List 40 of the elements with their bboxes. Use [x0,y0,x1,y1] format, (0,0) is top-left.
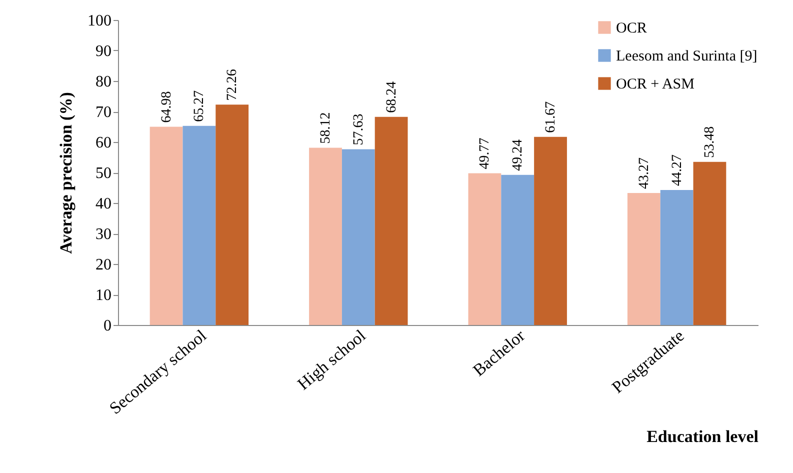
data-label: 64.98 [159,91,174,123]
legend-label: OCR + ASM [616,76,694,92]
y-axis-title: Average precision (%) [56,92,76,254]
y-tick-label: 80 [96,74,112,90]
y-tick-label: 40 [96,196,112,212]
legend-label: Leesom and Surinta [9] [616,48,758,64]
bar [342,149,375,325]
bar [693,162,726,325]
x-axis-title: Education level [646,427,759,446]
data-label: 44.27 [670,154,685,186]
bar [374,116,408,325]
y-tick-label: 10 [96,287,112,304]
y-tick-label: 0 [104,318,112,334]
data-label: 49.77 [478,138,493,170]
data-label: 72.26 [225,69,240,101]
data-label: 43.27 [636,158,652,190]
bar [309,148,342,325]
y-tick-label: 50 [96,165,112,182]
bar [216,104,249,325]
bar [150,126,183,325]
y-tick-label: 30 [96,226,112,243]
y-tick-label: 100 [88,12,112,30]
bar [501,174,534,325]
bar [660,190,694,325]
y-tick-label: 90 [96,43,112,60]
y-tick-label: 60 [96,134,112,152]
legend-label: OCR [616,20,647,36]
bar [182,126,216,325]
bar [534,136,567,325]
data-label: 68.24 [384,81,400,113]
y-tick-label: 20 [96,256,112,274]
data-label: 58.12 [318,112,334,144]
bar [627,193,660,325]
bar [468,173,502,325]
data-label: 57.63 [351,114,366,146]
y-tick-label: 70 [96,104,112,121]
data-label: 49.24 [510,139,526,171]
data-label: 61.67 [544,101,559,133]
data-label: 53.48 [702,126,718,158]
data-label: 65.27 [192,90,208,122]
